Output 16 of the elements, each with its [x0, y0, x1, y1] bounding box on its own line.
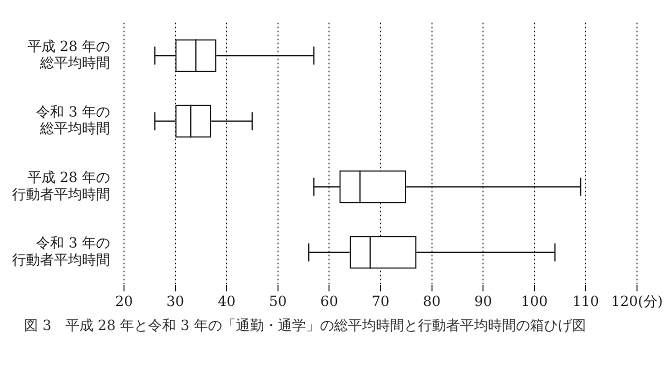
x-tick-label: 120(分) — [611, 294, 663, 310]
x-tick-label: 100 — [521, 294, 548, 310]
y-tick-label: 平成 28 年の行動者平均時間 — [12, 170, 110, 203]
x-tick-label: 80 — [422, 294, 441, 310]
x-tick-label: 30 — [166, 294, 184, 310]
y-tick-label: 令和 3 年の行動者平均時間 — [12, 236, 110, 268]
x-tick-label: 20 — [115, 294, 133, 310]
y-tick-label: 令和 3 年の総平均時間 — [36, 104, 110, 138]
x-tick-label: 110 — [572, 294, 600, 310]
caption: 図 3 平成 28 年と令和 3 年の「通勤・通学」の総平均時間と行動者平均時間の箱ひげ図 — [24, 317, 587, 336]
x-tick-label: 50 — [268, 294, 287, 310]
x-tick-label: 70 — [372, 294, 390, 310]
x-tick-label: 90 — [474, 294, 492, 310]
x-tick-label: 40 — [218, 294, 236, 310]
y-tick-label: 平成 28 年の総平均時間 — [27, 38, 110, 72]
x-tick-label: 60 — [320, 294, 338, 310]
